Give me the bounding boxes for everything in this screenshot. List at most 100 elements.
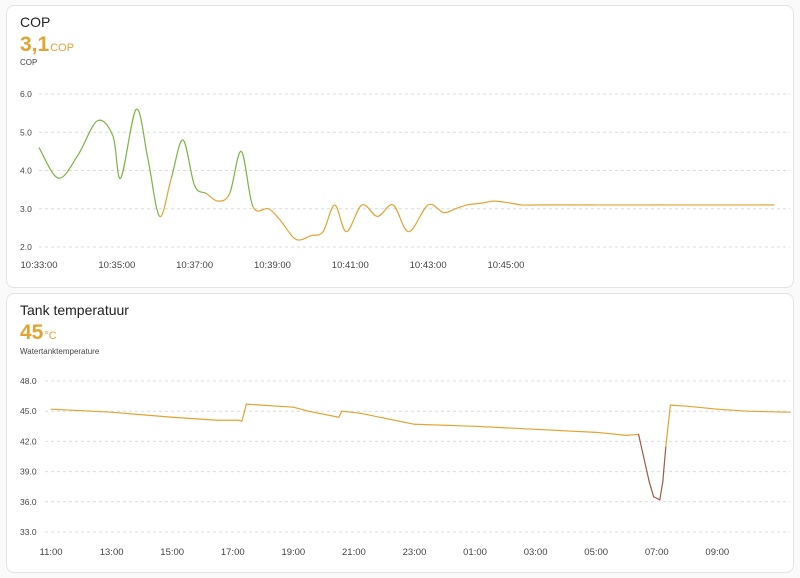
cop-series-segment xyxy=(159,177,172,218)
y-tick-label: 2.0 xyxy=(20,242,32,252)
x-tick-label: 21:00 xyxy=(342,547,366,558)
value-number: 3,1 xyxy=(20,33,50,56)
x-tick-label: 23:00 xyxy=(403,547,427,558)
cop-series-segment xyxy=(443,208,456,214)
cop-series-segment xyxy=(147,158,161,217)
cop-series-segment xyxy=(509,202,522,206)
tank-temperature-card[interactable]: Tank temperatuur 45°C Watertanktemperatu… xyxy=(6,293,794,573)
cop-series-segment xyxy=(97,119,114,137)
cop-series-segment xyxy=(427,203,444,214)
cop-series-segment xyxy=(252,206,269,212)
temperature-series-segment xyxy=(648,481,655,498)
temperature-series-segment xyxy=(686,405,718,410)
temperature-series-segment xyxy=(669,404,688,407)
cop-series-segment xyxy=(392,204,409,233)
cop-series-segment xyxy=(466,202,483,206)
y-tick-label: 3.0 xyxy=(20,204,32,214)
cop-card[interactable]: COP 3,1COP COP 6.0 5.0 4.0 3.0 2.0 10:33:00 10… xyxy=(6,5,794,288)
cop-series-segment xyxy=(217,193,231,202)
value-unit: °C xyxy=(44,330,57,342)
cop-series-segment xyxy=(170,139,184,179)
temperature-series-segment xyxy=(338,410,343,418)
temperature-series-segment xyxy=(659,481,664,501)
temperature-series-segment xyxy=(662,445,667,483)
cop-series-segment xyxy=(494,200,510,204)
current-value: 3,1COP xyxy=(20,33,74,57)
temperature-series-segment xyxy=(716,408,749,412)
temperature-series-segment xyxy=(413,423,476,427)
temperature-series-segment xyxy=(307,410,340,418)
y-tick-label: 42.0 xyxy=(20,436,37,446)
cop-series-segment xyxy=(194,185,207,194)
temperature-series-segment xyxy=(747,410,791,413)
cop-series-segment xyxy=(135,108,149,160)
x-tick-label: 17:00 xyxy=(221,547,245,558)
cop-series-segment xyxy=(182,139,196,187)
cop-series-segment xyxy=(112,135,122,179)
temperature-series-segment xyxy=(241,403,247,422)
temperature-series-segment xyxy=(171,416,219,421)
temperature-series-segment xyxy=(665,404,671,448)
x-tick-label: 03:00 xyxy=(524,547,548,558)
cop-series-segment xyxy=(346,204,363,233)
cop-series-segment xyxy=(311,231,324,237)
y-tick-label: 39.0 xyxy=(20,467,37,477)
y-tick-label: 5.0 xyxy=(20,127,32,137)
cop-series-segment xyxy=(58,154,79,179)
current-value: 45°C xyxy=(20,321,57,345)
temperature-series-segment xyxy=(535,428,597,433)
card-subtitle: Watertanktemperature xyxy=(20,347,100,356)
cop-series-segment xyxy=(77,120,98,156)
cop-series-segment xyxy=(120,108,137,179)
cop-line-chart[interactable]: 6.0 5.0 4.0 3.0 2.0 10:33:00 10:35:00 10:37:00 1… xyxy=(7,6,795,289)
x-tick-label: 15:00 xyxy=(160,547,184,558)
x-tick-label: 10:43:00 xyxy=(410,260,447,271)
cop-series-segment xyxy=(295,234,312,241)
x-tick-label: 09:00 xyxy=(705,547,729,558)
cop-series-segment xyxy=(229,150,242,194)
x-tick-label: 11:00 xyxy=(40,547,63,558)
x-tick-label: 10:39:00 xyxy=(254,260,291,271)
cop-series-segment xyxy=(377,204,394,217)
y-tick-label: 6.0 xyxy=(20,89,32,99)
tank-temperature-line-chart[interactable]: 48.0 45.0 42.0 39.0 36.0 33.011:00 13:00 15:00 1… xyxy=(7,294,795,574)
cop-series-segment xyxy=(279,219,297,240)
cop-series-segment xyxy=(408,204,429,233)
y-tick-label: 36.0 xyxy=(20,497,37,507)
temperature-series-segment xyxy=(595,431,628,436)
y-tick-label: 45.0 xyxy=(20,406,37,416)
cop-series-segment xyxy=(455,204,468,210)
card-subtitle: COP xyxy=(20,58,38,67)
y-tick-label: 4.0 xyxy=(20,166,32,176)
x-tick-label: 05:00 xyxy=(584,547,608,558)
temperature-series-segment xyxy=(292,406,310,412)
temperature-series-segment xyxy=(341,410,361,414)
x-tick-label: 10:33:00 xyxy=(21,260,58,271)
temperature-series-segment xyxy=(474,425,537,430)
temperature-series-segment xyxy=(111,411,173,418)
y-tick-label: 48.0 xyxy=(20,376,37,386)
temperature-series-segment xyxy=(653,496,661,501)
cop-series-segment xyxy=(205,192,219,202)
x-tick-label: 10:41:00 xyxy=(332,260,369,271)
cop-series-segment xyxy=(322,204,336,233)
card-title: COP xyxy=(20,14,51,30)
x-tick-label: 10:45:00 xyxy=(487,260,524,271)
cop-series-segment xyxy=(334,204,347,233)
temperature-series-segment xyxy=(50,408,113,413)
cop-series-segment xyxy=(268,208,281,221)
x-tick-label: 10:35:00 xyxy=(98,260,135,271)
card-title: Tank temperatuur xyxy=(20,302,129,318)
x-tick-label: 10:37:00 xyxy=(176,260,213,271)
x-tick-label: 13:00 xyxy=(100,547,124,558)
cop-series-segment xyxy=(361,204,378,217)
x-tick-label: 19:00 xyxy=(281,547,305,558)
y-tick-label: 33.0 xyxy=(20,527,37,537)
value-unit: COP xyxy=(50,42,75,54)
x-tick-label: 07:00 xyxy=(645,547,669,558)
cop-series-segment xyxy=(482,200,495,204)
temperature-series-segment xyxy=(625,433,640,436)
cop-series-segment xyxy=(38,147,59,179)
cop-series-segment xyxy=(240,150,254,208)
temperature-series-segment xyxy=(359,412,416,425)
